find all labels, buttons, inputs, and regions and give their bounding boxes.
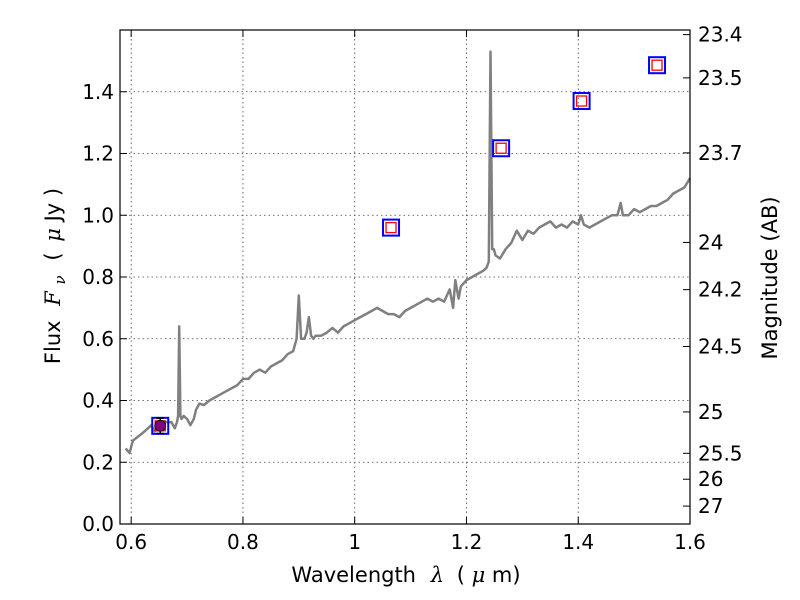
y2-axis-label: Magnitude (AB)	[758, 196, 782, 359]
x-tick-label: 1.2	[451, 530, 483, 554]
y2-tick-label: 23.5	[698, 66, 743, 90]
observed-square-marker	[492, 139, 511, 158]
y2-tick-label: 25.5	[698, 441, 743, 465]
model-square-marker	[495, 142, 507, 154]
model-square-marker	[385, 221, 397, 234]
y-tick-label: 0.6	[82, 327, 114, 351]
y-tick-label: 0.0	[82, 512, 114, 536]
y2-tick-label: 25	[698, 400, 723, 424]
y2-tick-label: 23.7	[698, 141, 743, 165]
spectrum-line	[124, 50, 692, 455]
y-tick-label: 1.2	[82, 142, 114, 166]
x-tick-label: 1	[348, 530, 361, 554]
x-axis-label-symbol: λ	[430, 563, 444, 587]
model-square-marker	[651, 59, 663, 71]
y-tick-label: 0.4	[82, 389, 114, 413]
x-axis-label-unit-mu: μ	[472, 563, 486, 587]
y2-tick-label: 24.2	[698, 278, 743, 302]
observed-square-marker	[648, 56, 667, 75]
y-axis-label-sub: ν	[51, 275, 69, 284]
x-axis-label: Wavelength λ ( μ m)	[291, 563, 520, 587]
y2-tick-label: 24	[698, 230, 723, 254]
y2-tick-label: 27	[698, 494, 723, 518]
y-tick-label: 0.2	[82, 450, 114, 474]
x-axis-label-prefix: Wavelength	[291, 563, 416, 587]
y-axis-label-prefix: Flux	[41, 320, 65, 364]
y-tick-label: 0.8	[82, 265, 114, 289]
y-axis-label-unit-rest: Jy )	[41, 188, 65, 224]
x-tick-label: 1.6	[674, 530, 706, 554]
grid	[120, 30, 691, 525]
y2-tick-label: 26	[698, 467, 723, 491]
x-axis-label-unit-open: (	[457, 563, 465, 587]
x-axis-label-unit-rest: m)	[492, 563, 521, 587]
y2-tick-label: 24.5	[698, 334, 743, 358]
spectrum-series	[124, 50, 692, 455]
observed-square-marker	[572, 92, 591, 111]
y-axis-label: Flux F ν ( μ Jy )	[41, 188, 70, 364]
observed-square-marker	[382, 218, 401, 237]
y-tick-label: 1.0	[82, 203, 114, 227]
y-axis-label-unit-open: (	[41, 252, 65, 260]
y-axis-label-symbol: F	[41, 290, 65, 307]
model-square-marker	[575, 95, 588, 107]
measurement-circle-marker	[154, 419, 167, 432]
y-tick-label: 1.4	[82, 80, 114, 104]
axis-ticks: 0.6 0.8 1 1.2 1.4 1.6 0.0 0.2 0.4 0.6 0.8 1.0 1.2 1.4…	[82, 23, 742, 554]
x-tick-label: 0.8	[227, 530, 259, 554]
x-tick-label: 0.6	[115, 530, 147, 554]
y-axis-label-unit-mu: μ	[41, 228, 65, 242]
x-tick-label: 1.4	[562, 530, 594, 554]
y2-tick-label: 23.4	[698, 23, 743, 47]
photometry-markers	[151, 56, 667, 435]
